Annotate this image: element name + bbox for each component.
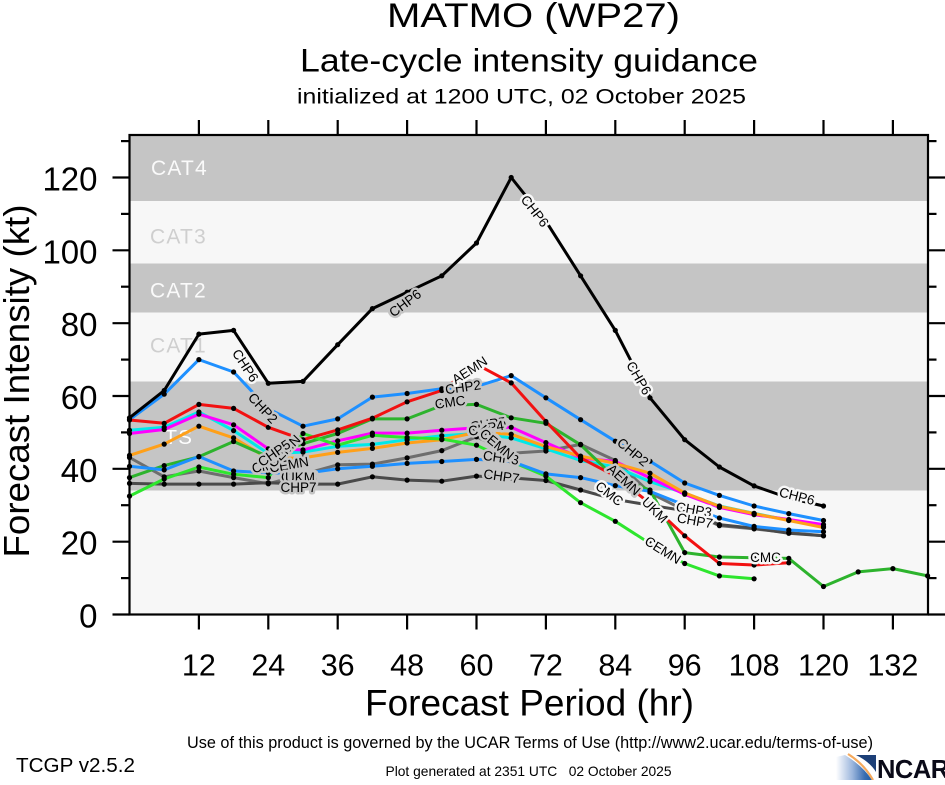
svg-text:72: 72 bbox=[529, 648, 563, 682]
svg-text:MATMO (WP27): MATMO (WP27) bbox=[387, 0, 680, 35]
svg-text:36: 36 bbox=[321, 648, 355, 682]
svg-text:CMC: CMC bbox=[750, 550, 781, 565]
svg-text:96: 96 bbox=[668, 648, 702, 682]
svg-text:12: 12 bbox=[182, 648, 216, 682]
svg-text:Plot generated at 2351 UTC 0: Plot generated at 2351 UTC 02 October 20… bbox=[386, 763, 672, 779]
svg-text:CAT3: CAT3 bbox=[150, 226, 207, 249]
svg-text:100: 100 bbox=[42, 233, 97, 270]
svg-text:CAT1: CAT1 bbox=[150, 335, 207, 358]
svg-text:40: 40 bbox=[61, 452, 98, 489]
svg-text:84: 84 bbox=[598, 648, 632, 682]
svg-text:20: 20 bbox=[61, 525, 98, 562]
svg-text:Use of this product is governe: Use of this product is governed by the U… bbox=[187, 734, 873, 752]
svg-text:48: 48 bbox=[390, 648, 424, 682]
svg-text:CHP7: CHP7 bbox=[280, 480, 316, 495]
svg-text:CHP3: CHP3 bbox=[281, 469, 317, 484]
svg-text:initialized at 1200 UTC, 02 Oc: initialized at 1200 UTC, 02 October 2025 bbox=[297, 85, 746, 109]
svg-text:60: 60 bbox=[61, 379, 98, 416]
svg-text:24: 24 bbox=[251, 648, 285, 682]
svg-text:120: 120 bbox=[42, 161, 97, 198]
svg-text:Forecast Intensity (kt): Forecast Intensity (kt) bbox=[0, 205, 37, 558]
svg-text:CAT2: CAT2 bbox=[150, 280, 207, 303]
svg-text:Forecast Period (hr): Forecast Period (hr) bbox=[365, 683, 694, 724]
svg-text:60: 60 bbox=[460, 648, 494, 682]
svg-text:NCAR: NCAR bbox=[877, 756, 945, 780]
svg-text:132: 132 bbox=[867, 648, 918, 682]
svg-text:0: 0 bbox=[79, 598, 97, 635]
svg-text:Late-cycle intensity guidance: Late-cycle intensity guidance bbox=[300, 43, 758, 79]
svg-text:108: 108 bbox=[729, 648, 780, 682]
svg-text:TCGP v2.5.2: TCGP v2.5.2 bbox=[16, 754, 135, 777]
svg-text:120: 120 bbox=[798, 648, 849, 682]
svg-text:80: 80 bbox=[61, 306, 98, 343]
svg-text:CAT4: CAT4 bbox=[151, 157, 208, 180]
svg-text:UKM: UKM bbox=[285, 470, 315, 485]
